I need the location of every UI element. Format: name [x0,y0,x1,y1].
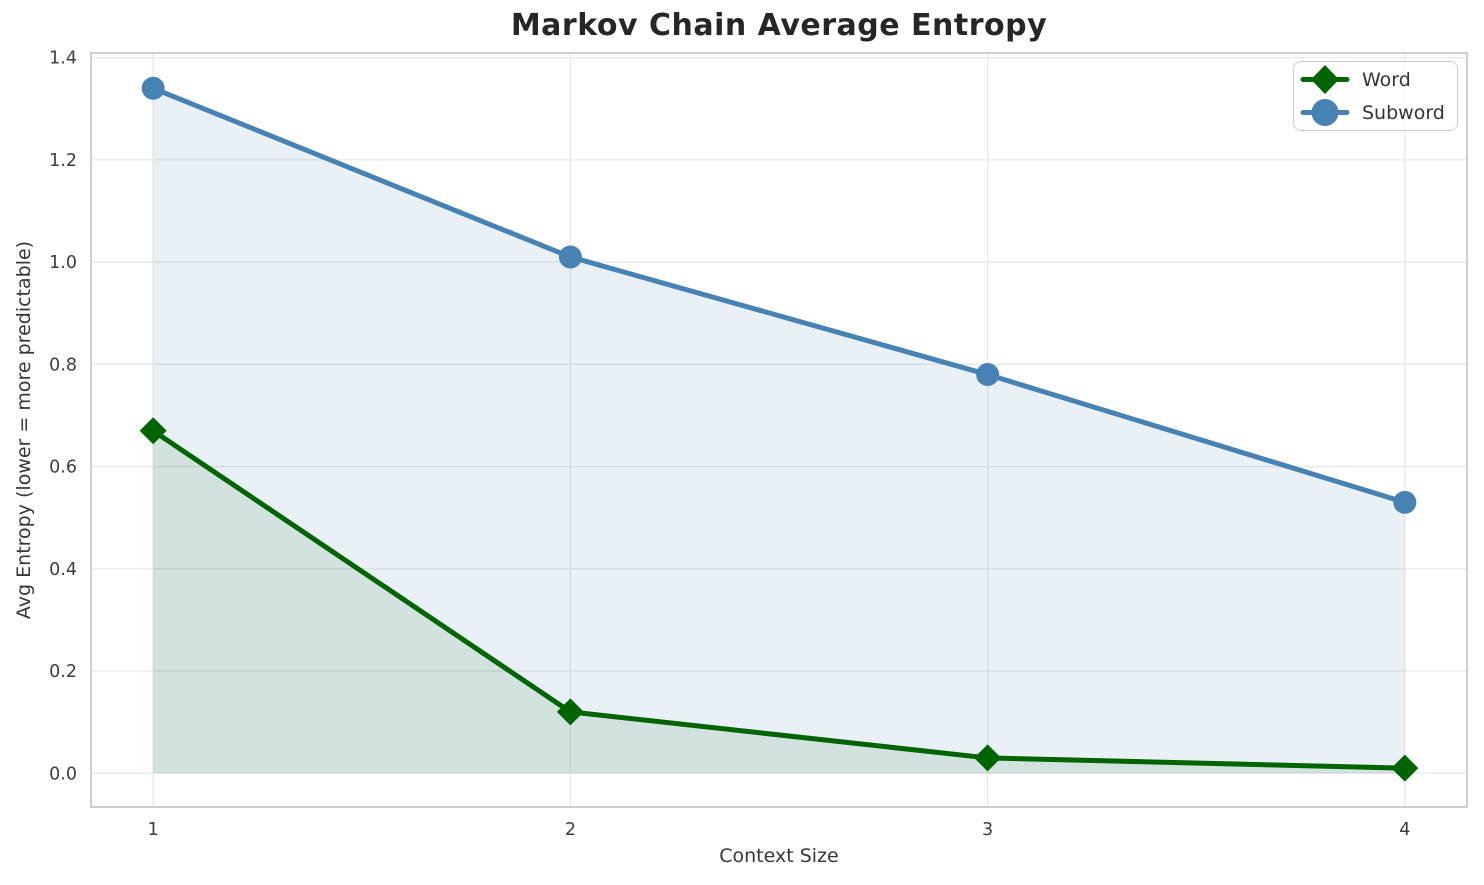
subword-line [150,85,1408,505]
x-tick-label: 2 [565,820,576,840]
word-marker [1391,754,1419,782]
word-marker [139,417,167,445]
y-tick-label: 0.6 [49,458,77,478]
y-tick-label: 0.8 [49,355,77,375]
word-marker [556,698,584,726]
y-tick-label: 1.4 [49,49,77,69]
subword-marker [558,245,582,269]
y-tick-label: 0.0 [49,764,77,784]
subword-marker [976,363,1000,387]
word-legend-diamond-icon [1311,65,1339,94]
chart-title: Markov Chain Average Entropy [510,8,1048,43]
legend-item-subword: Subword [1300,96,1451,129]
y-tick-label: 1.2 [49,151,77,171]
x-axis-label: Context Size [719,845,839,867]
subword-legend-marker-icon [1300,99,1350,126]
legend-label-word: Word [1362,68,1411,91]
subword-area-fill [153,88,1405,774]
x-tick-label: 1 [148,820,159,840]
y-tick-label: 1.0 [49,253,77,273]
legend-label-subword: Subword [1362,101,1445,124]
word-line [150,428,1408,771]
word-marker [974,744,1002,772]
subword-marker [141,76,165,100]
y-tick-label: 0.2 [49,662,77,682]
subword-legend-circle-icon [1311,99,1339,126]
legend: Word Subword [1293,61,1458,131]
legend-item-word: Word [1300,63,1451,96]
word-area-fill [153,430,1405,774]
y-tick-label: 0.4 [49,560,77,580]
plot-border [90,52,1468,808]
x-tick-label: 4 [1399,820,1410,840]
word-legend-marker-icon [1300,65,1350,94]
subword-marker [1393,490,1417,514]
x-tick-label: 3 [982,820,993,840]
